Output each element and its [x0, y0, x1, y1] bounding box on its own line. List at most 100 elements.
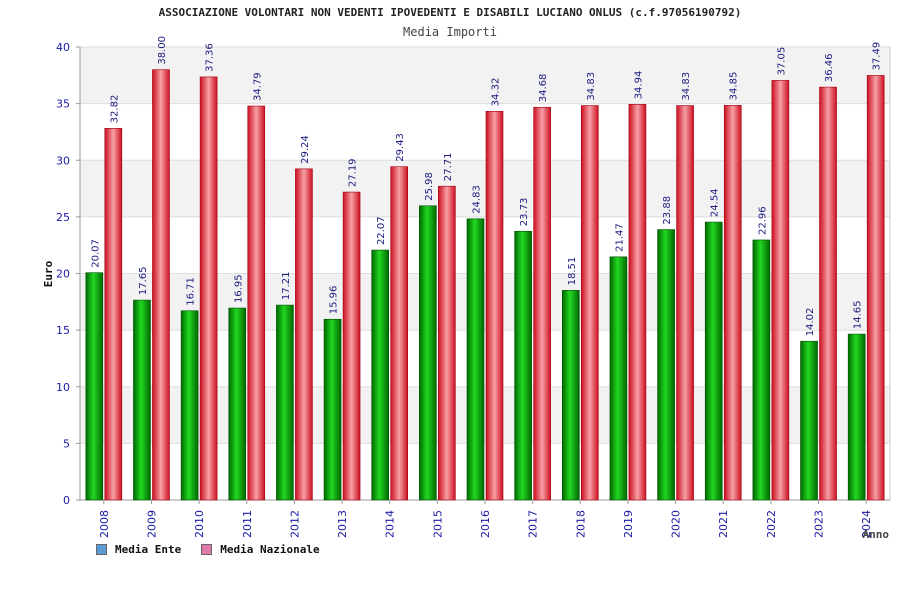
bar [771, 80, 790, 501]
legend-item-media-nazionale: Media Nazionale [201, 543, 320, 556]
bar-value-label: 24.83 [472, 185, 483, 214]
bar [390, 166, 409, 501]
bar [152, 69, 170, 501]
bar-value-label: 37.36 [205, 43, 216, 72]
legend-item-media-ente: Media Ente [96, 543, 181, 556]
legend: Media Ente Media Nazionale [96, 543, 340, 556]
chart-title: ASSOCIAZIONE VOLONTARI NON VEDENTI IPOVE… [158, 6, 742, 19]
bar [704, 221, 723, 501]
x-tick-label: 2014 [384, 510, 397, 538]
bars [85, 69, 885, 501]
bar [419, 205, 437, 501]
legend-swatch [96, 544, 107, 555]
y-tick-label: 10 [56, 381, 70, 394]
bar-value-label: 37.49 [872, 42, 883, 71]
bar [247, 105, 266, 501]
bar [628, 104, 647, 501]
bar-value-label: 22.07 [376, 216, 387, 245]
x-tick-label: 2013 [336, 510, 349, 538]
bar [561, 290, 580, 501]
bar-value-label: 17.21 [281, 271, 292, 300]
bar-value-label: 24.54 [710, 188, 721, 217]
y-tick-label: 5 [63, 437, 70, 450]
bar-value-labels: 20.07 32.82 17.65 38.00 16.71 37.36 16.95 34.79… [90, 36, 882, 336]
legend-label: Media Nazionale [220, 543, 320, 556]
bar-value-label: 34.83 [586, 72, 597, 101]
bar [228, 307, 247, 501]
y-tick-label: 15 [56, 324, 70, 337]
bar-value-label: 14.02 [805, 308, 816, 337]
bar [609, 256, 628, 501]
bar-value-label: 34.68 [538, 74, 549, 103]
y-tick-label: 0 [63, 494, 70, 507]
bar-value-label: 34.85 [729, 72, 740, 101]
bar-value-label: 16.95 [233, 274, 244, 303]
bar [180, 310, 199, 501]
bar [485, 111, 504, 501]
bar-value-label: 23.88 [662, 196, 673, 225]
bar [85, 272, 104, 501]
bar-value-label: 27.19 [348, 158, 359, 187]
y-tick-label: 20 [56, 268, 70, 281]
bar [723, 105, 742, 501]
x-tick-label: 2012 [288, 510, 301, 538]
chart-subtitle: Media Importi [403, 25, 497, 39]
bar [676, 105, 694, 501]
x-tick-label: 2018 [574, 510, 587, 538]
bar [323, 318, 342, 501]
legend-swatch [201, 544, 213, 555]
bar [199, 76, 218, 501]
x-tick-label: 2020 [670, 510, 683, 538]
y-tick-label: 40 [56, 41, 70, 54]
x-axis-ticks: 2008 2009 2010 2011 2012 2013 2014 2015 2016 2017… [98, 500, 873, 538]
bar-value-label: 29.43 [395, 133, 406, 162]
x-tick-label: 2011 [241, 510, 254, 538]
y-axis-ticks: 0 5 10 15 20 25 30 35 40 [56, 41, 80, 507]
y-tick-label: 30 [56, 154, 70, 167]
y-axis-label: Euro [42, 260, 55, 287]
bar [752, 239, 771, 501]
bar-value-label: 36.46 [824, 53, 835, 82]
bar-value-label: 34.94 [633, 71, 644, 100]
bar-value-label: 20.07 [90, 239, 101, 268]
bar-value-label: 21.47 [614, 223, 625, 252]
bar-value-label: 29.24 [300, 135, 311, 164]
bar-value-label: 32.82 [109, 95, 120, 124]
bar [276, 304, 294, 501]
x-tick-label: 2021 [717, 510, 730, 538]
bar [466, 218, 485, 501]
bar-value-label: 16.71 [186, 277, 197, 306]
bar [104, 128, 123, 501]
bar-value-label: 18.51 [567, 257, 578, 286]
bar-value-label: 38.00 [157, 36, 168, 65]
bar [580, 105, 599, 501]
bar [866, 75, 885, 501]
x-tick-label: 2022 [765, 510, 778, 538]
legend-label: Media Ente [115, 543, 182, 556]
x-tick-label: 2017 [527, 510, 540, 538]
bar [847, 333, 866, 501]
bar [514, 230, 532, 501]
bar-value-label: 25.98 [424, 172, 435, 201]
y-tick-label: 35 [56, 98, 70, 111]
x-axis-label: Anno [863, 528, 890, 541]
x-tick-label: 2024 [860, 510, 873, 538]
bar [295, 168, 313, 501]
bar-value-label: 34.79 [252, 72, 263, 101]
bar [438, 185, 456, 501]
bar [533, 106, 551, 501]
x-tick-label: 2015 [431, 510, 444, 538]
x-tick-label: 2010 [193, 510, 206, 538]
y-tick-label: 25 [56, 211, 70, 224]
bar-value-label: 27.71 [443, 153, 454, 182]
bar [819, 86, 837, 501]
bar-value-label: 37.05 [776, 47, 787, 76]
x-tick-label: 2023 [813, 510, 826, 538]
bar-value-label: 23.73 [519, 198, 530, 227]
bar-value-label: 34.32 [491, 78, 502, 107]
bar-value-label: 14.65 [853, 300, 864, 329]
bar [371, 249, 390, 501]
bar-value-label: 15.96 [329, 286, 340, 315]
bar-value-label: 17.65 [138, 266, 149, 295]
